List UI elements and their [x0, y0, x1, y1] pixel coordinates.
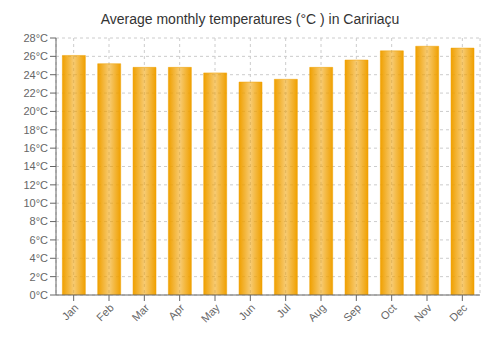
svg-text:Feb: Feb [94, 301, 116, 323]
html-text:Average monthly temperatures (: Average monthly temperatures (°C ) in Ca… [100, 11, 400, 27]
svg-text:Nov: Nov [412, 301, 435, 324]
svg-text:Jun: Jun [236, 301, 257, 322]
svg-text:12°C: 12°C [23, 179, 48, 191]
svg-text:22°C: 22°C [23, 87, 48, 99]
svg-text:16°C: 16°C [23, 142, 48, 154]
svg-text:4°C: 4°C [30, 252, 49, 264]
svg-text:14°C: 14°C [23, 160, 48, 172]
svg-text:Jan: Jan [60, 301, 81, 322]
svg-text:Jul: Jul [274, 301, 292, 319]
svg-text:28°C: 28°C [23, 32, 48, 44]
svg-text:Aug: Aug [306, 301, 328, 323]
svg-text:20°C: 20°C [23, 105, 48, 117]
svg-text:6°C: 6°C [30, 234, 49, 246]
svg-text:Sep: Sep [341, 301, 363, 323]
svg-text:Oct: Oct [378, 301, 399, 322]
svg-text:18°C: 18°C [23, 124, 48, 136]
svg-text:Dec: Dec [447, 301, 470, 324]
svg-text:Apr: Apr [166, 301, 187, 322]
svg-text:Mar: Mar [129, 301, 151, 323]
svg-text:2°C: 2°C [30, 271, 49, 283]
svg-text:26°C: 26°C [23, 50, 48, 62]
svg-text:24°C: 24°C [23, 69, 48, 81]
svg-text:May: May [199, 301, 223, 325]
svg-text:10°C: 10°C [23, 197, 48, 209]
svg-text:0°C: 0°C [30, 289, 49, 301]
svg-text:8°C: 8°C [30, 215, 49, 227]
